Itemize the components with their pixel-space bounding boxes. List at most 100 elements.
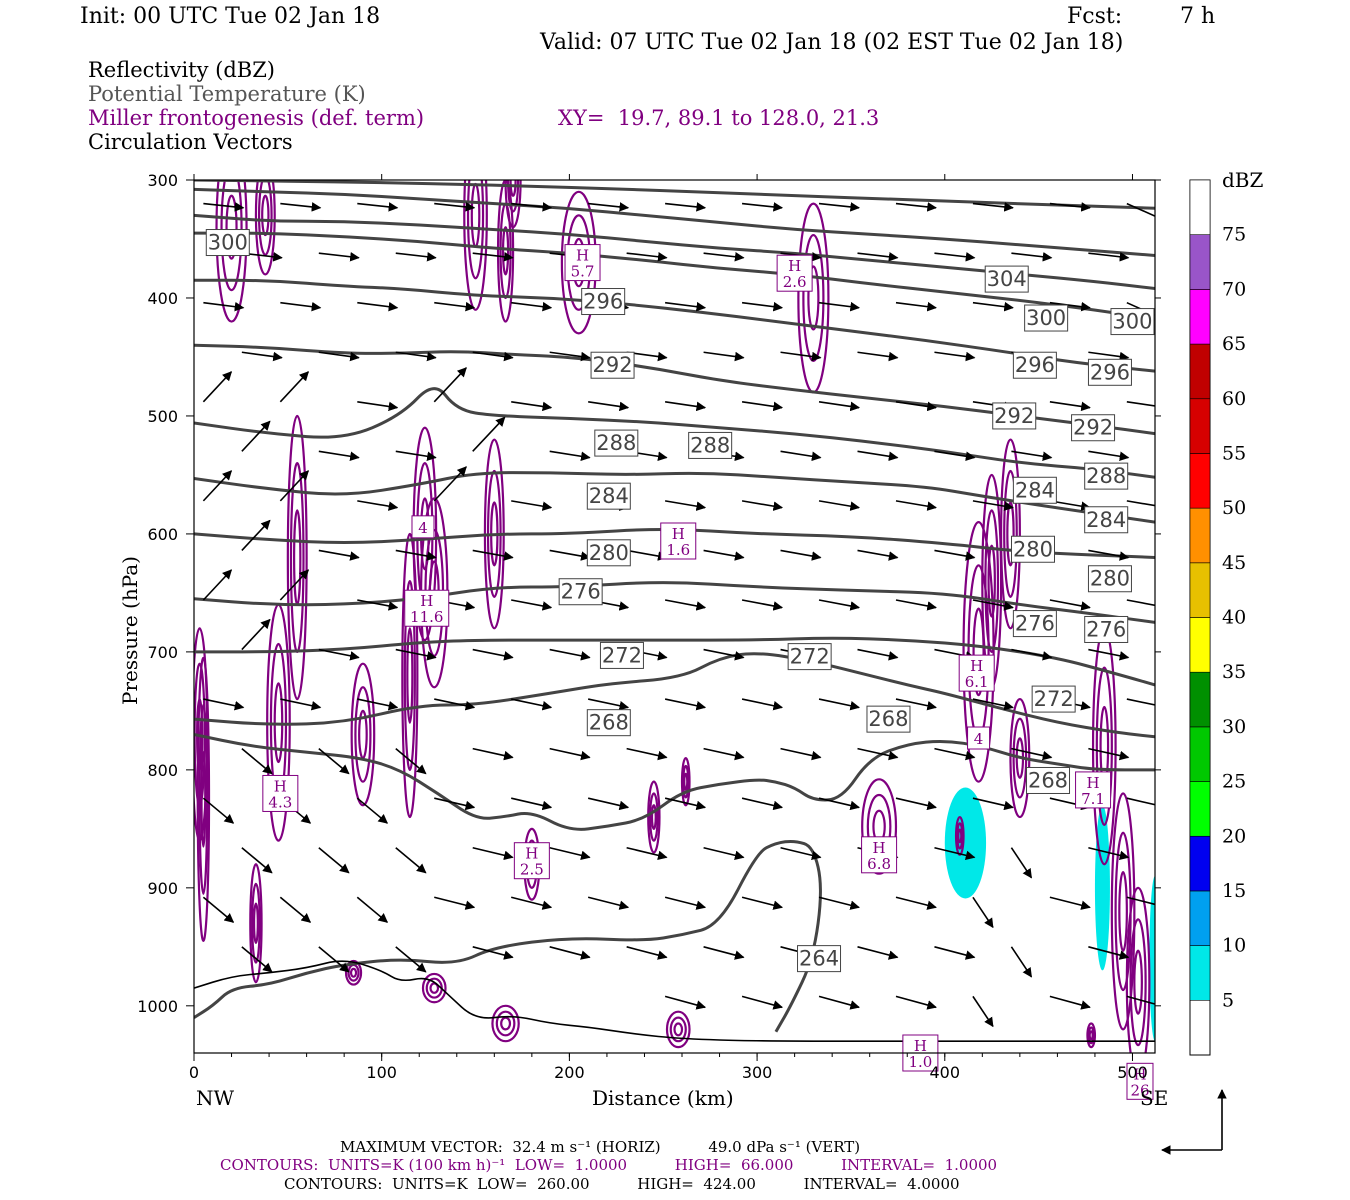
circulation-vector <box>818 698 860 711</box>
fronto-max-marker-5: H4.3 <box>262 774 299 812</box>
contour-label-box <box>1031 685 1076 713</box>
theta-label-extra-1: 292 <box>992 402 1037 430</box>
colorbar-swatch <box>1189 945 1211 1001</box>
legend-frontogenesis: Miller frontogenesis (def. term) <box>88 106 425 130</box>
circulation-vector <box>318 351 360 362</box>
circulation-vector <box>511 698 553 711</box>
contour-label-box <box>992 402 1037 430</box>
x-tick-label: 100 <box>366 1063 397 1082</box>
circulation-vector <box>1088 450 1130 462</box>
fronto-contour <box>349 967 358 978</box>
fronto-contour-cluster-26 <box>665 1010 691 1049</box>
x-left-end-label: NW <box>196 1086 235 1110</box>
contour-label-text: 300 <box>1112 310 1152 334</box>
theta-contour-268 <box>194 733 1155 831</box>
circulation-vector <box>626 747 668 761</box>
circulation-vector <box>1011 252 1053 262</box>
theta-label-extra-14: 272 <box>1031 685 1076 713</box>
contour-label-text: 288 <box>1086 464 1126 488</box>
fronto-contour <box>1129 918 1147 1047</box>
fronto-contour <box>225 194 238 260</box>
fronto-marker-box <box>776 254 813 292</box>
theta-label-extra-3: 296 <box>1012 351 1057 379</box>
contour-label-text: 296 <box>1015 353 1055 377</box>
colorbar-label: 35 <box>1222 661 1246 683</box>
circulation-vector <box>318 549 360 561</box>
fronto-contour <box>501 226 510 276</box>
circulation-vector <box>895 599 937 611</box>
fronto-contour-cluster-24 <box>647 780 661 854</box>
theta-contour-info: CONTOURS: UNITS=K LOW= 260.00 HIGH= 424.… <box>284 1175 960 1193</box>
theta-label-extra-9: 280 <box>1010 535 1055 563</box>
theta-label-extra-2: 292 <box>1071 414 1116 442</box>
colorbar-swatch <box>1189 562 1211 618</box>
theta-contour-308 <box>194 180 1155 210</box>
circulation-vector <box>972 995 994 1028</box>
theta-label-268: 268 <box>586 709 631 737</box>
fronto-marker-box <box>861 836 898 874</box>
fronto-contour <box>1118 871 1128 952</box>
fronto-marker-letter: H <box>970 657 983 675</box>
fronto-max-marker-6: H2.5 <box>513 842 550 880</box>
fronto-contour-cluster-1 <box>254 180 276 276</box>
colorbar-swatch <box>1189 781 1211 837</box>
contour-label-box <box>787 643 832 671</box>
contour-label-box <box>1012 610 1057 638</box>
circulation-vector <box>395 648 437 661</box>
circulation-vector <box>703 549 745 561</box>
circulation-vector <box>1010 946 1033 978</box>
circulation-vector <box>280 301 322 312</box>
fronto-contour <box>495 1010 516 1037</box>
contour-label-box <box>1084 462 1129 490</box>
circulation-vector <box>279 371 309 403</box>
fronto-max-marker-3: H11.6 <box>404 589 450 627</box>
contour-label-box <box>1010 535 1055 563</box>
circulation-vector <box>857 747 899 761</box>
colorbar-swatch <box>1189 234 1211 290</box>
circulation-vector <box>1049 202 1091 212</box>
circulation-vector <box>587 896 630 910</box>
circulation-vector <box>318 748 350 775</box>
colorbar-label: 30 <box>1222 716 1246 738</box>
contour-label-box <box>1084 615 1129 643</box>
fronto-contour-cluster-13 <box>350 662 376 807</box>
colorbar-label: 20 <box>1222 825 1246 847</box>
axes: 0 100 200 300 400 500 300 400 500 600 700 800 900 100… <box>137 171 1161 1082</box>
circulation-vector <box>279 896 312 923</box>
fronto-contour-cluster-27 <box>491 1004 520 1043</box>
colorbar-label: 10 <box>1222 935 1246 957</box>
cross-section-endpoints: XY= 19.7, 89.1 to 128.0, 21.3 <box>558 106 880 130</box>
theta-contour-304 <box>194 187 1155 257</box>
fronto-contour <box>500 1016 512 1031</box>
circulation-vector <box>280 698 322 711</box>
theta-label-extra-10: 280 <box>1087 565 1132 593</box>
legend-reflectivity: Reflectivity (dBZ) <box>88 58 276 82</box>
fronto-contour <box>650 804 657 830</box>
circulation-vector <box>357 500 399 511</box>
circulation-vector <box>356 896 389 923</box>
circulation-vector <box>934 351 976 362</box>
fronto-marker-box <box>1075 771 1112 809</box>
circulation-vector <box>818 896 860 910</box>
circulation-vector <box>741 400 784 412</box>
fronto-marker-box <box>967 726 991 750</box>
colorbar-swatch <box>1189 835 1211 892</box>
circulation-vector <box>664 995 707 1010</box>
circulation-vector <box>934 549 976 561</box>
circulation-vector <box>780 549 822 561</box>
fronto-contour-cluster-20 <box>1110 792 1136 1031</box>
contour-label-box <box>1071 414 1116 442</box>
circulation-vector <box>741 202 784 212</box>
colorbar-swatch <box>1189 398 1211 454</box>
circulation-vector <box>472 846 514 861</box>
fronto-marker-value: 5.7 <box>571 263 595 281</box>
fronto-contour <box>421 972 447 1004</box>
circulation-vector <box>741 995 783 1010</box>
forecast-hour: 7 h <box>1180 4 1216 29</box>
circulation-vector <box>1088 846 1130 861</box>
contour-label-text: 284 <box>1015 478 1055 502</box>
circulation-vector <box>703 351 745 362</box>
colorbar-label: 55 <box>1222 442 1246 464</box>
circulation-vector <box>1126 797 1155 806</box>
circulation-vector <box>549 351 591 362</box>
